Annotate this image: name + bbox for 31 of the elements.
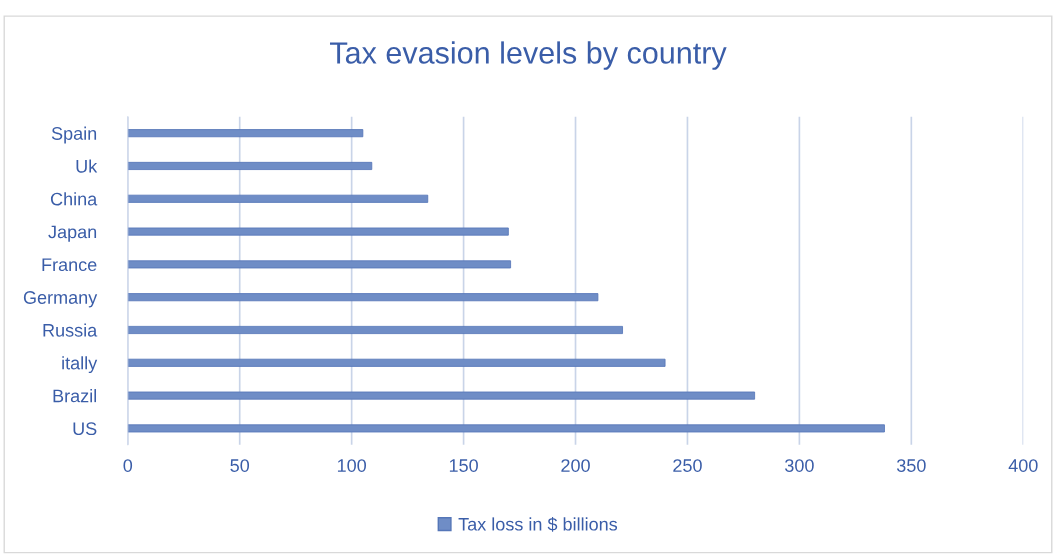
y-tick-label: Germany (23, 291, 98, 308)
x-tick-label: 400 (1008, 459, 1038, 472)
x-tick-label: 100 (337, 459, 367, 472)
y-tick-label: France (42, 258, 97, 272)
bar (127, 161, 373, 170)
x-tick-label: 50 (230, 459, 250, 472)
bar (127, 194, 429, 203)
y-tick-label: Spain (51, 126, 97, 144)
x-tick-label: 0 (123, 459, 133, 472)
y-tick-label: Uk (76, 159, 98, 173)
x-tick-label: 150 (449, 459, 478, 472)
x-tick-label: 200 (561, 459, 590, 472)
y-tick-label: Japan (48, 225, 97, 242)
bar (127, 424, 885, 433)
chart-title: Tax evasion levels by country (330, 41, 727, 70)
bar (127, 391, 756, 400)
x-tick-label: 250 (673, 459, 702, 472)
y-tick-label: itally (62, 356, 98, 374)
x-tick-label: 350 (896, 459, 926, 472)
bar (127, 293, 599, 302)
bar (127, 227, 509, 236)
x-tick-label: 300 (785, 459, 814, 472)
bar (127, 325, 623, 335)
bar (127, 129, 364, 138)
bar (127, 358, 666, 367)
legend-label: Tax loss in $ billions (458, 517, 618, 532)
bar (127, 260, 512, 269)
y-tick-label: Russia (43, 323, 98, 337)
y-tick-label: Brazil (53, 389, 97, 403)
y-tick-label: US (73, 422, 97, 436)
y-tick-label: China (50, 192, 98, 206)
